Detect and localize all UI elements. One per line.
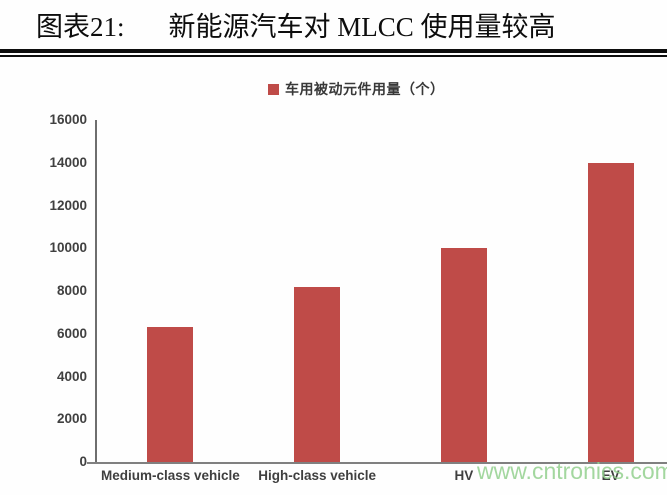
y-tick-label: 4000 [56,368,87,384]
y-tick-label: 12000 [49,197,87,213]
bar-medium-class-vehicle [147,327,194,462]
chart-header: 图表21: 新能源汽车对 MLCC 使用量较高 [0,0,667,45]
y-tick-label: 0 [79,454,87,469]
chart-legend: 车用被动元件用量（个） [268,79,445,99]
y-tick-label: 8000 [56,283,87,298]
legend-series-label: 车用被动元件用量（个） [285,81,445,97]
y-tick-label: 2000 [56,411,87,427]
y-tick-label: 14000 [49,154,87,170]
y-axis-labels: 0 2000 4000 6000 8000 10000 12000 14000 16000 [0,112,87,469]
y-tick-label: 16000 [49,112,87,127]
header-divider-rule [0,49,667,57]
legend-square-marker-icon [268,84,279,95]
x-axis-label-hv: HV [454,468,474,483]
plot-area: Medium-class vehicle High-class vehicle HV… [87,120,667,483]
bar-high-class-vehicle [294,286,341,462]
y-tick-label: 6000 [56,325,87,341]
x-axis-label-ev: EV [601,468,620,483]
bar-hv [440,248,487,462]
chart-number-label: 图表21: [36,12,125,42]
chart-title: 新能源汽车对 MLCC 使用量较高 [168,12,556,42]
bar-ev [587,162,634,462]
watermark-text: www.cntronics.com [477,458,667,484]
y-tick-label: 10000 [49,240,87,256]
x-axis-label-medium-class-vehicle: Medium-class vehicle [100,468,240,483]
x-axis-label-high-class-vehicle: High-class vehicle [258,468,377,483]
